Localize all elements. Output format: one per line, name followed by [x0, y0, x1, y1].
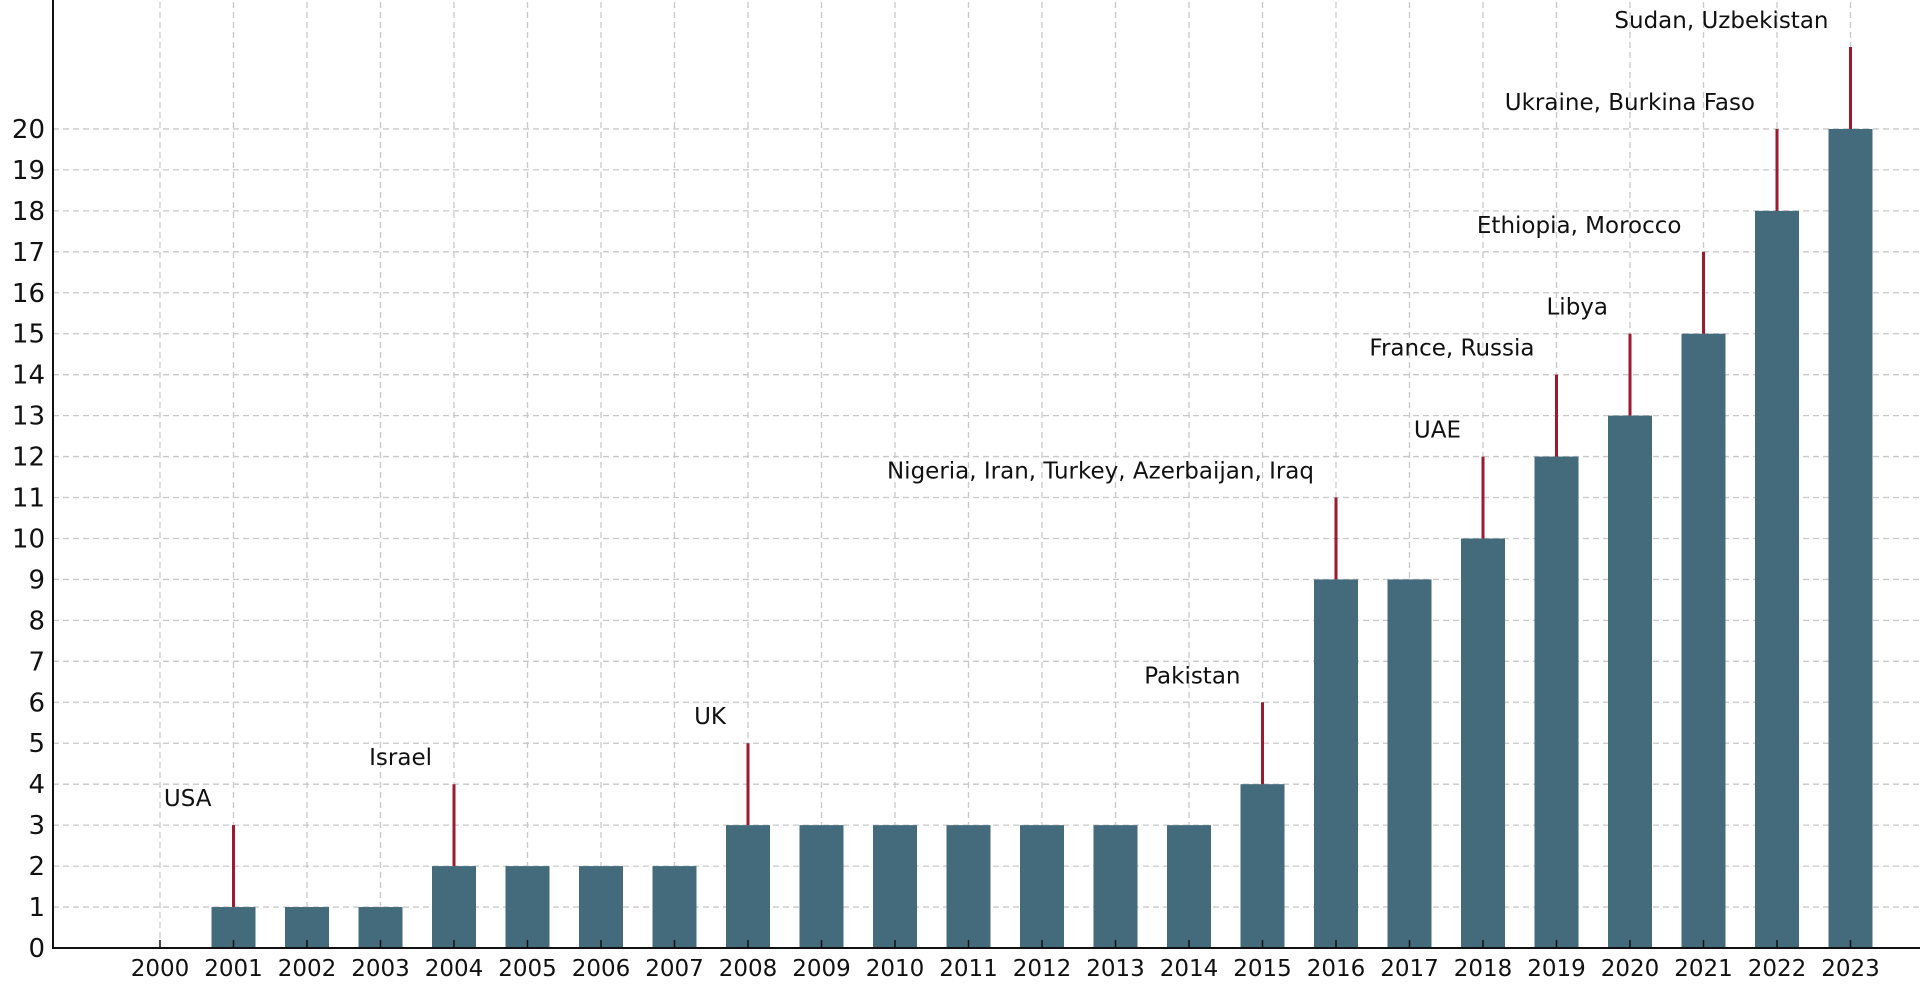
- y-tick-label: 9: [28, 565, 45, 595]
- x-tick-label: 2023: [1821, 956, 1880, 982]
- x-tick-label: 2021: [1674, 956, 1733, 982]
- y-tick-label: 8: [28, 606, 45, 636]
- annotation-label: UAE: [1414, 418, 1461, 444]
- x-tick-label: 2010: [866, 956, 925, 982]
- y-tick-label: 20: [12, 115, 45, 145]
- x-tick-label: 2005: [498, 956, 557, 982]
- x-tick-label: 2012: [1013, 956, 1072, 982]
- annotation-label: Pakistan: [1144, 663, 1240, 689]
- y-tick-label: 3: [28, 811, 45, 841]
- bar-2014: [1167, 825, 1211, 948]
- x-tick-label: 2003: [351, 956, 410, 982]
- y-tick-label: 1: [28, 893, 45, 923]
- y-tick-label: 15: [12, 320, 45, 350]
- x-tick-label: 2002: [278, 956, 337, 982]
- x-tick-label: 2007: [645, 956, 704, 982]
- annotation-label: USA: [164, 786, 212, 812]
- bar-2006: [579, 866, 623, 948]
- bar-2012: [1020, 825, 1064, 948]
- annotation-label: Libya: [1546, 295, 1608, 321]
- x-tick-label: 2006: [572, 956, 631, 982]
- y-tick-label: 4: [28, 770, 45, 800]
- annotation-label: Ukraine, Burkina Faso: [1505, 90, 1755, 116]
- bar-2008: [726, 825, 770, 948]
- annotation-label: Israel: [369, 745, 432, 771]
- bar-2015: [1240, 784, 1285, 948]
- y-tick-label: 13: [12, 402, 45, 432]
- bar-2009: [799, 825, 844, 948]
- y-tick-label: 18: [12, 197, 45, 227]
- y-tick-label: 17: [12, 238, 45, 268]
- bar-2007: [652, 866, 697, 948]
- bar-2013: [1093, 825, 1138, 948]
- bar-2021: [1681, 333, 1726, 948]
- bar-2023: [1828, 128, 1873, 948]
- bar-2018: [1461, 538, 1505, 948]
- annotation-label: Nigeria, Iran, Turkey, Azerbaijan, Iraq: [887, 459, 1314, 485]
- annotation-label: France, Russia: [1369, 336, 1534, 362]
- bar-2019: [1534, 456, 1579, 948]
- bar-2020: [1608, 415, 1652, 949]
- y-tick-label: 14: [12, 361, 45, 391]
- y-tick-label: 12: [12, 443, 45, 473]
- x-tick-label: 2000: [131, 956, 190, 982]
- bar-2016: [1314, 579, 1358, 948]
- x-tick-label: 2017: [1380, 956, 1439, 982]
- y-tick-label: 10: [12, 524, 45, 554]
- bars: [211, 128, 1873, 949]
- x-tick-label: 2004: [425, 956, 484, 982]
- y-tick-label: 11: [12, 484, 45, 514]
- x-tick-label: 2013: [1086, 956, 1145, 982]
- annotation-label: Ethiopia, Morocco: [1477, 213, 1682, 239]
- x-tick-label: 2016: [1307, 956, 1366, 982]
- y-tick-label: 7: [28, 647, 45, 677]
- bar-2010: [873, 825, 917, 948]
- bar-2017: [1387, 579, 1432, 948]
- bar-2011: [946, 825, 991, 948]
- x-tick-label: 2022: [1748, 956, 1807, 982]
- bar-2022: [1755, 210, 1799, 948]
- y-tick-label: 16: [12, 279, 45, 309]
- y-tick-label: 19: [12, 156, 45, 186]
- x-tick-label: 2014: [1160, 956, 1219, 982]
- x-tick-label: 2011: [939, 956, 998, 982]
- bar-2005: [505, 866, 550, 948]
- x-tick-label: 2020: [1601, 956, 1660, 982]
- y-tick-label: 0: [28, 934, 45, 964]
- x-tick-label: 2019: [1527, 956, 1586, 982]
- y-tick-label: 5: [28, 729, 45, 759]
- annotation-label: Sudan, Uzbekistan: [1614, 8, 1828, 34]
- y-tick-label: 6: [28, 688, 45, 718]
- x-tick-label: 2001: [204, 956, 263, 982]
- x-tick-label: 2009: [792, 956, 851, 982]
- x-tick-label: 2015: [1233, 956, 1292, 982]
- annotations: USA Israel UK Pakistan Nigeria, Iran, Turkey…: [164, 8, 1852, 908]
- x-tick-label: 2018: [1454, 956, 1513, 982]
- x-tick-label: 2008: [719, 956, 778, 982]
- bar-2004: [432, 866, 476, 948]
- annotation-label: UK: [694, 704, 727, 730]
- y-tick-label: 2: [28, 852, 45, 882]
